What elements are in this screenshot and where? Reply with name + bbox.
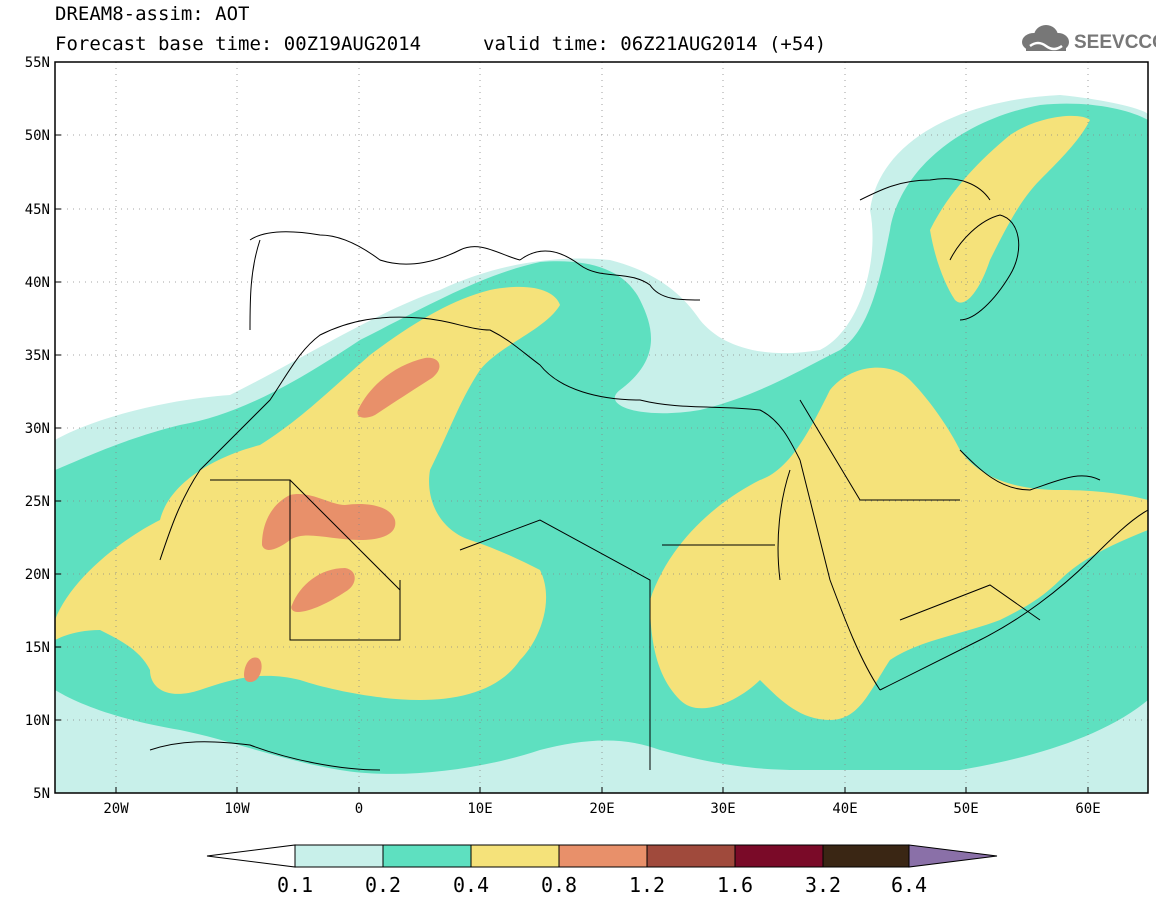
lon-label-40e: 40E: [832, 801, 857, 817]
aot-band-yellow-west: [55, 286, 560, 700]
colorbar-segment-3: [470, 844, 560, 868]
aot-fields: [55, 95, 1148, 793]
lon-label-10w: 10W: [224, 801, 250, 817]
colorbar-label-5: 1.6: [717, 873, 753, 897]
seevccc-logo: SEEVCCC: [1022, 25, 1156, 53]
logo-text: SEEVCCC: [1074, 32, 1156, 53]
aot-band-orange-3: [291, 568, 355, 612]
colorbar-segment-5: [646, 844, 736, 868]
colorbar-label-0: 0.1: [277, 873, 313, 897]
lat-label-25n: 25N: [25, 494, 50, 510]
lat-labels: 55N 50N 45N 40N 35N 30N 25N 20N 15N 10N …: [25, 55, 50, 802]
aot-band-yellow-east: [650, 367, 1148, 720]
aot-band-orange-2: [262, 493, 396, 550]
colorbar-label-6: 3.2: [805, 873, 841, 897]
valid-time: valid time: 06Z21AUG2014 (+54): [483, 33, 827, 55]
forecast-base-time: Forecast base time: 00Z19AUG2014: [55, 33, 422, 55]
lat-label-5n: 5N: [33, 786, 50, 802]
colorbar-segment-4: [558, 844, 648, 868]
colorbar-segment-6: [734, 844, 824, 868]
colorbar-segment-1: [294, 844, 384, 868]
lat-label-10n: 10N: [25, 713, 50, 729]
colorbar-label-1: 0.2: [365, 873, 401, 897]
aot-band-orange-4: [244, 657, 262, 683]
colorbar-low-arrow: [206, 844, 296, 868]
lon-label-0: 0: [355, 801, 363, 817]
lat-label-20n: 20N: [25, 567, 50, 583]
lon-label-30e: 30E: [710, 801, 735, 817]
lat-label-40n: 40N: [25, 275, 50, 291]
lat-label-55n: 55N: [25, 55, 50, 71]
coastlines: [149, 178, 1148, 771]
graticule: [55, 62, 1148, 793]
colorbar-label-2: 0.4: [453, 873, 489, 897]
colorbar-label-4: 1.2: [629, 873, 665, 897]
lon-label-10e: 10E: [467, 801, 492, 817]
aot-band-orange-1: [357, 357, 440, 418]
colorbar-label-7: 6.4: [891, 873, 927, 897]
lon-label-50e: 50E: [953, 801, 978, 817]
colorbar-labels: 0.1 0.2 0.4 0.8 1.2 1.6 3.2 6.4: [277, 873, 927, 897]
colorbar-high-arrow: [908, 844, 998, 868]
lat-label-50n: 50N: [25, 128, 50, 144]
colorbar-segment-7: [822, 844, 910, 868]
lon-labels: 20W 10W 0 10E 20E 30E 40E 50E 60E: [103, 801, 1100, 817]
lon-label-20w: 20W: [103, 801, 129, 817]
lat-label-35n: 35N: [25, 348, 50, 364]
tick-marks: [55, 61, 1089, 794]
colorbar: [206, 844, 998, 868]
cloud-icon: [1022, 25, 1069, 51]
lat-label-15n: 15N: [25, 640, 50, 656]
colorbar-label-3: 0.8: [541, 873, 577, 897]
lon-label-60e: 60E: [1075, 801, 1100, 817]
lat-label-45n: 45N: [25, 202, 50, 218]
lon-label-20e: 20E: [589, 801, 614, 817]
colorbar-segment-2: [382, 844, 472, 868]
lat-label-30n: 30N: [25, 421, 50, 437]
map-title: DREAM8-assim: AOT: [55, 3, 250, 25]
